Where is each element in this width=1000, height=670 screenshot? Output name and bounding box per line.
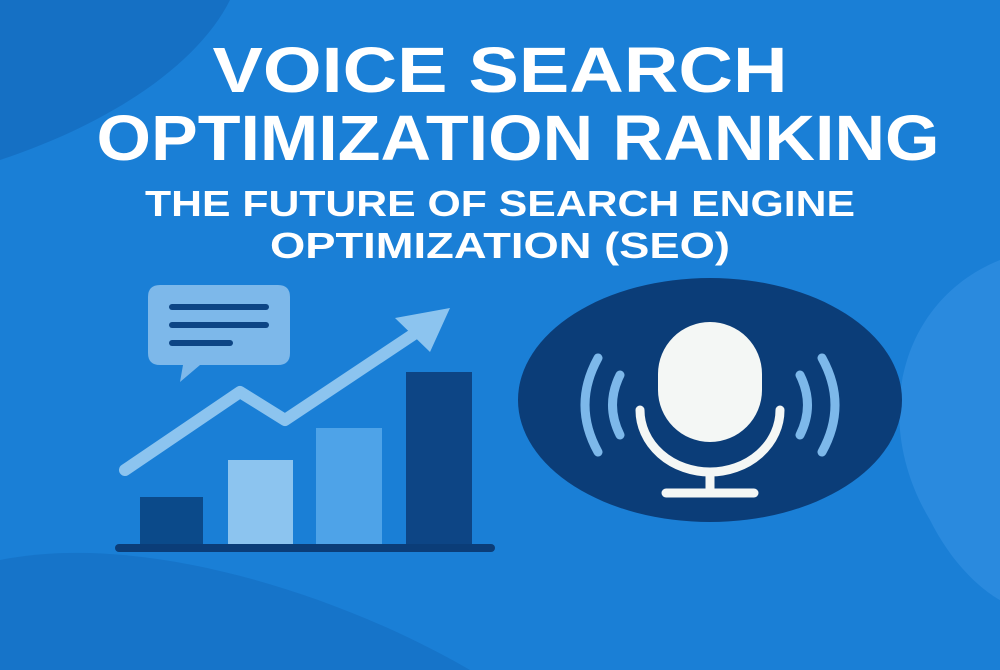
sound-wave <box>580 353 603 457</box>
background-blob <box>0 552 470 670</box>
mic-capsule <box>658 322 762 442</box>
title-line: OPTIMIZATION RANKING <box>97 102 940 174</box>
bar <box>316 428 382 547</box>
sound-wave <box>817 353 840 457</box>
background-blob <box>899 260 1000 600</box>
sound-wave <box>795 370 812 440</box>
microphone-icon <box>518 278 902 522</box>
bar <box>140 497 203 547</box>
subtitle-line: OPTIMIZATION (SEO) <box>270 225 730 266</box>
bar <box>228 460 293 547</box>
background-blob <box>0 0 230 160</box>
baseline <box>115 544 495 552</box>
trend-arrowhead <box>395 308 450 352</box>
sound-wave <box>608 370 625 440</box>
bar <box>406 372 472 547</box>
title-line: VOICE SEARCH <box>213 34 788 106</box>
subtitle-line: THE FUTURE OF SEARCH ENGINE <box>145 183 855 224</box>
trend-line <box>119 324 426 476</box>
growth-icon <box>115 285 495 552</box>
